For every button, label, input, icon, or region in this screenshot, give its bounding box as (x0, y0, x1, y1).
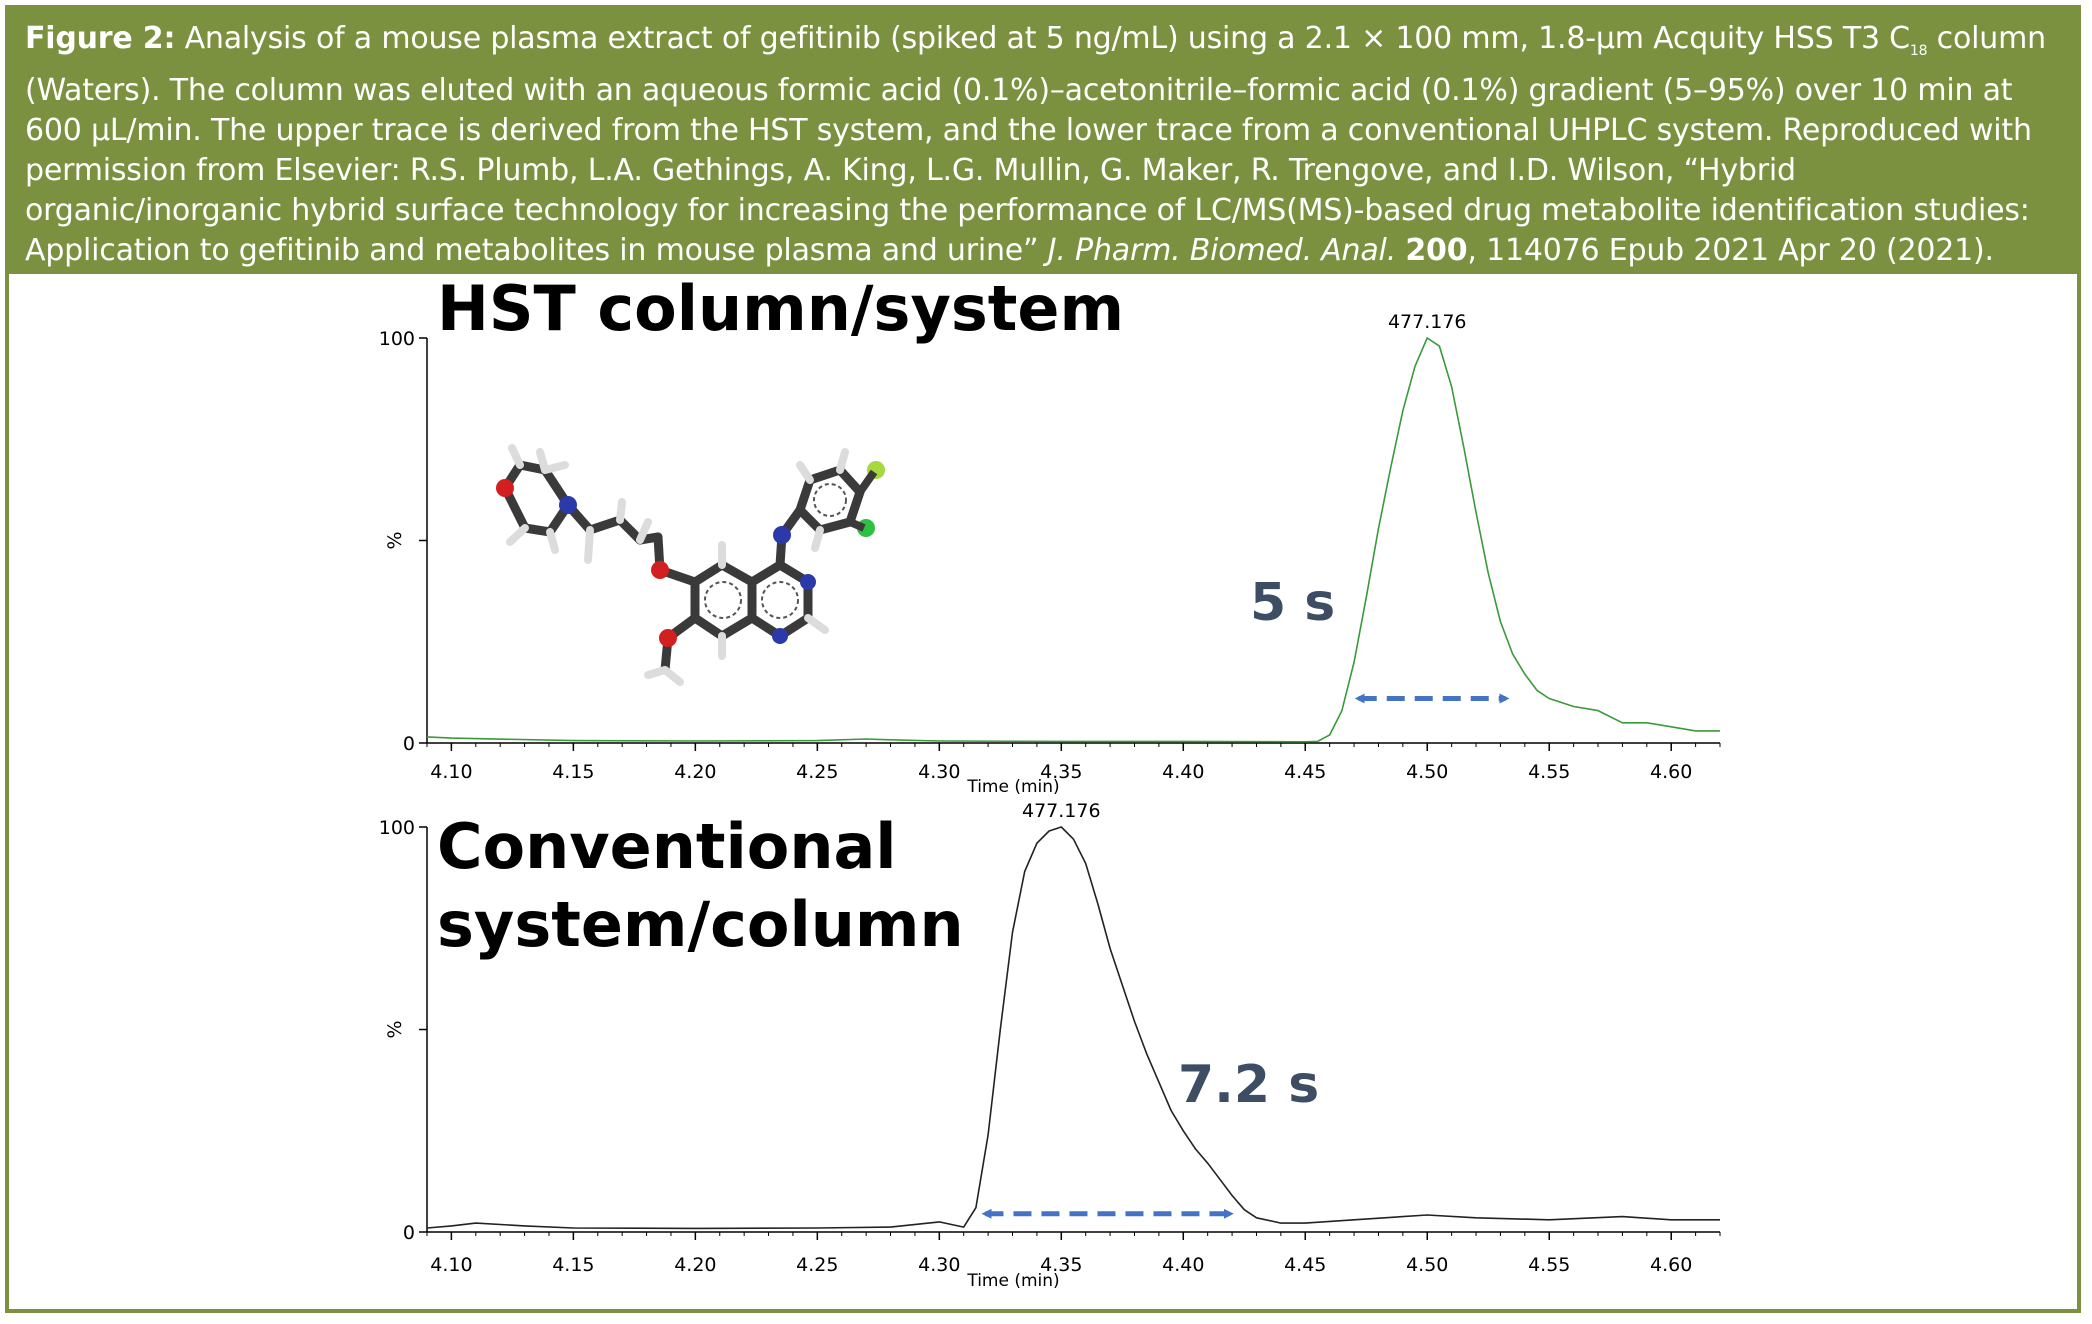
y-tick-label: 100 (379, 328, 415, 350)
x-tick-label: 4.45 (1284, 1254, 1326, 1276)
x-tick-label: 4.50 (1406, 761, 1448, 783)
x-tick-label: 4.55 (1528, 761, 1570, 783)
x-tick-label: 4.40 (1162, 1254, 1204, 1276)
x-axis-label: Time (min) (966, 1271, 1059, 1291)
peak-mz-label: 477.176 (1388, 311, 1467, 333)
caption-tail: , 114076 Epub 2021 Apr 20 (2021). (1467, 233, 1994, 268)
x-tick-label: 4.35 (1040, 761, 1082, 783)
y-tick-label: 100 (379, 817, 415, 839)
x-tick-label: 4.60 (1650, 1254, 1692, 1276)
x-tick-label: 4.15 (552, 761, 594, 783)
panel-title: Conventional system/column (437, 810, 964, 961)
x-tick-label: 4.60 (1650, 761, 1692, 783)
x-tick-label: 4.45 (1284, 761, 1326, 783)
x-tick-label: 4.25 (796, 761, 838, 783)
x-tick-label: 4.25 (796, 1254, 838, 1276)
caption-label: Figure 2: (25, 21, 176, 56)
y-tick-label: 0 (403, 1222, 415, 1244)
peak-width-label: 5 s (1250, 573, 1335, 633)
trace-line (426, 337, 1720, 743)
x-tick-label: 4.15 (552, 1254, 594, 1276)
x-tick-label: 4.40 (1162, 761, 1204, 783)
x-tick-label: 4.10 (430, 1254, 472, 1276)
y-axis-label: % (384, 1020, 406, 1038)
trace-line (426, 826, 1720, 1230)
peak-mz-label: 477.176 (1022, 800, 1101, 822)
peak-width-label: 7.2 s (1178, 1055, 1319, 1115)
x-axis-label: Time (min) (966, 777, 1059, 797)
caption-subscript: 18 (1909, 43, 1928, 59)
caption-volume: 200 (1405, 233, 1468, 268)
x-tick-label: 4.20 (674, 761, 716, 783)
panel-title: HST column/system (437, 272, 1124, 345)
hst-chromatogram: 0 100% 4.10 4.15 4.20 4.25 4.30 4.35 4.40 4.45 4.5… (379, 272, 1721, 797)
caption-journal: J. Pharm. Biomed. Anal. (1047, 233, 1397, 268)
x-tick-label: 4.20 (674, 1254, 716, 1276)
y-tick-label: 0 (403, 733, 415, 755)
x-tick-label: 4.10 (430, 761, 472, 783)
x-tick-label: 4.55 (1528, 1254, 1570, 1276)
x-tick-label: 4.30 (918, 761, 960, 783)
x-tick-label: 4.30 (918, 1254, 960, 1276)
x-tick-label: 4.35 (1040, 1254, 1082, 1276)
y-axis-label: % (384, 531, 406, 549)
conventional-chromatogram: 0 100% 4.10 4.15 4.20 4.25 4.30 4.35 4.40 4.45 4.5… (379, 800, 1721, 1291)
caption-text-2: column (Waters). The column was eluted w… (25, 21, 2046, 268)
figure-caption: Figure 2: Analysis of a mouse plasma ext… (25, 19, 2061, 271)
caption-text-1: Analysis of a mouse plasma extract of ge… (175, 21, 1911, 56)
x-tick-label: 4.50 (1406, 1254, 1448, 1276)
gefitinib-molecule-illustration (496, 444, 885, 686)
caption-box: Figure 2: Analysis of a mouse plasma ext… (5, 5, 2081, 274)
